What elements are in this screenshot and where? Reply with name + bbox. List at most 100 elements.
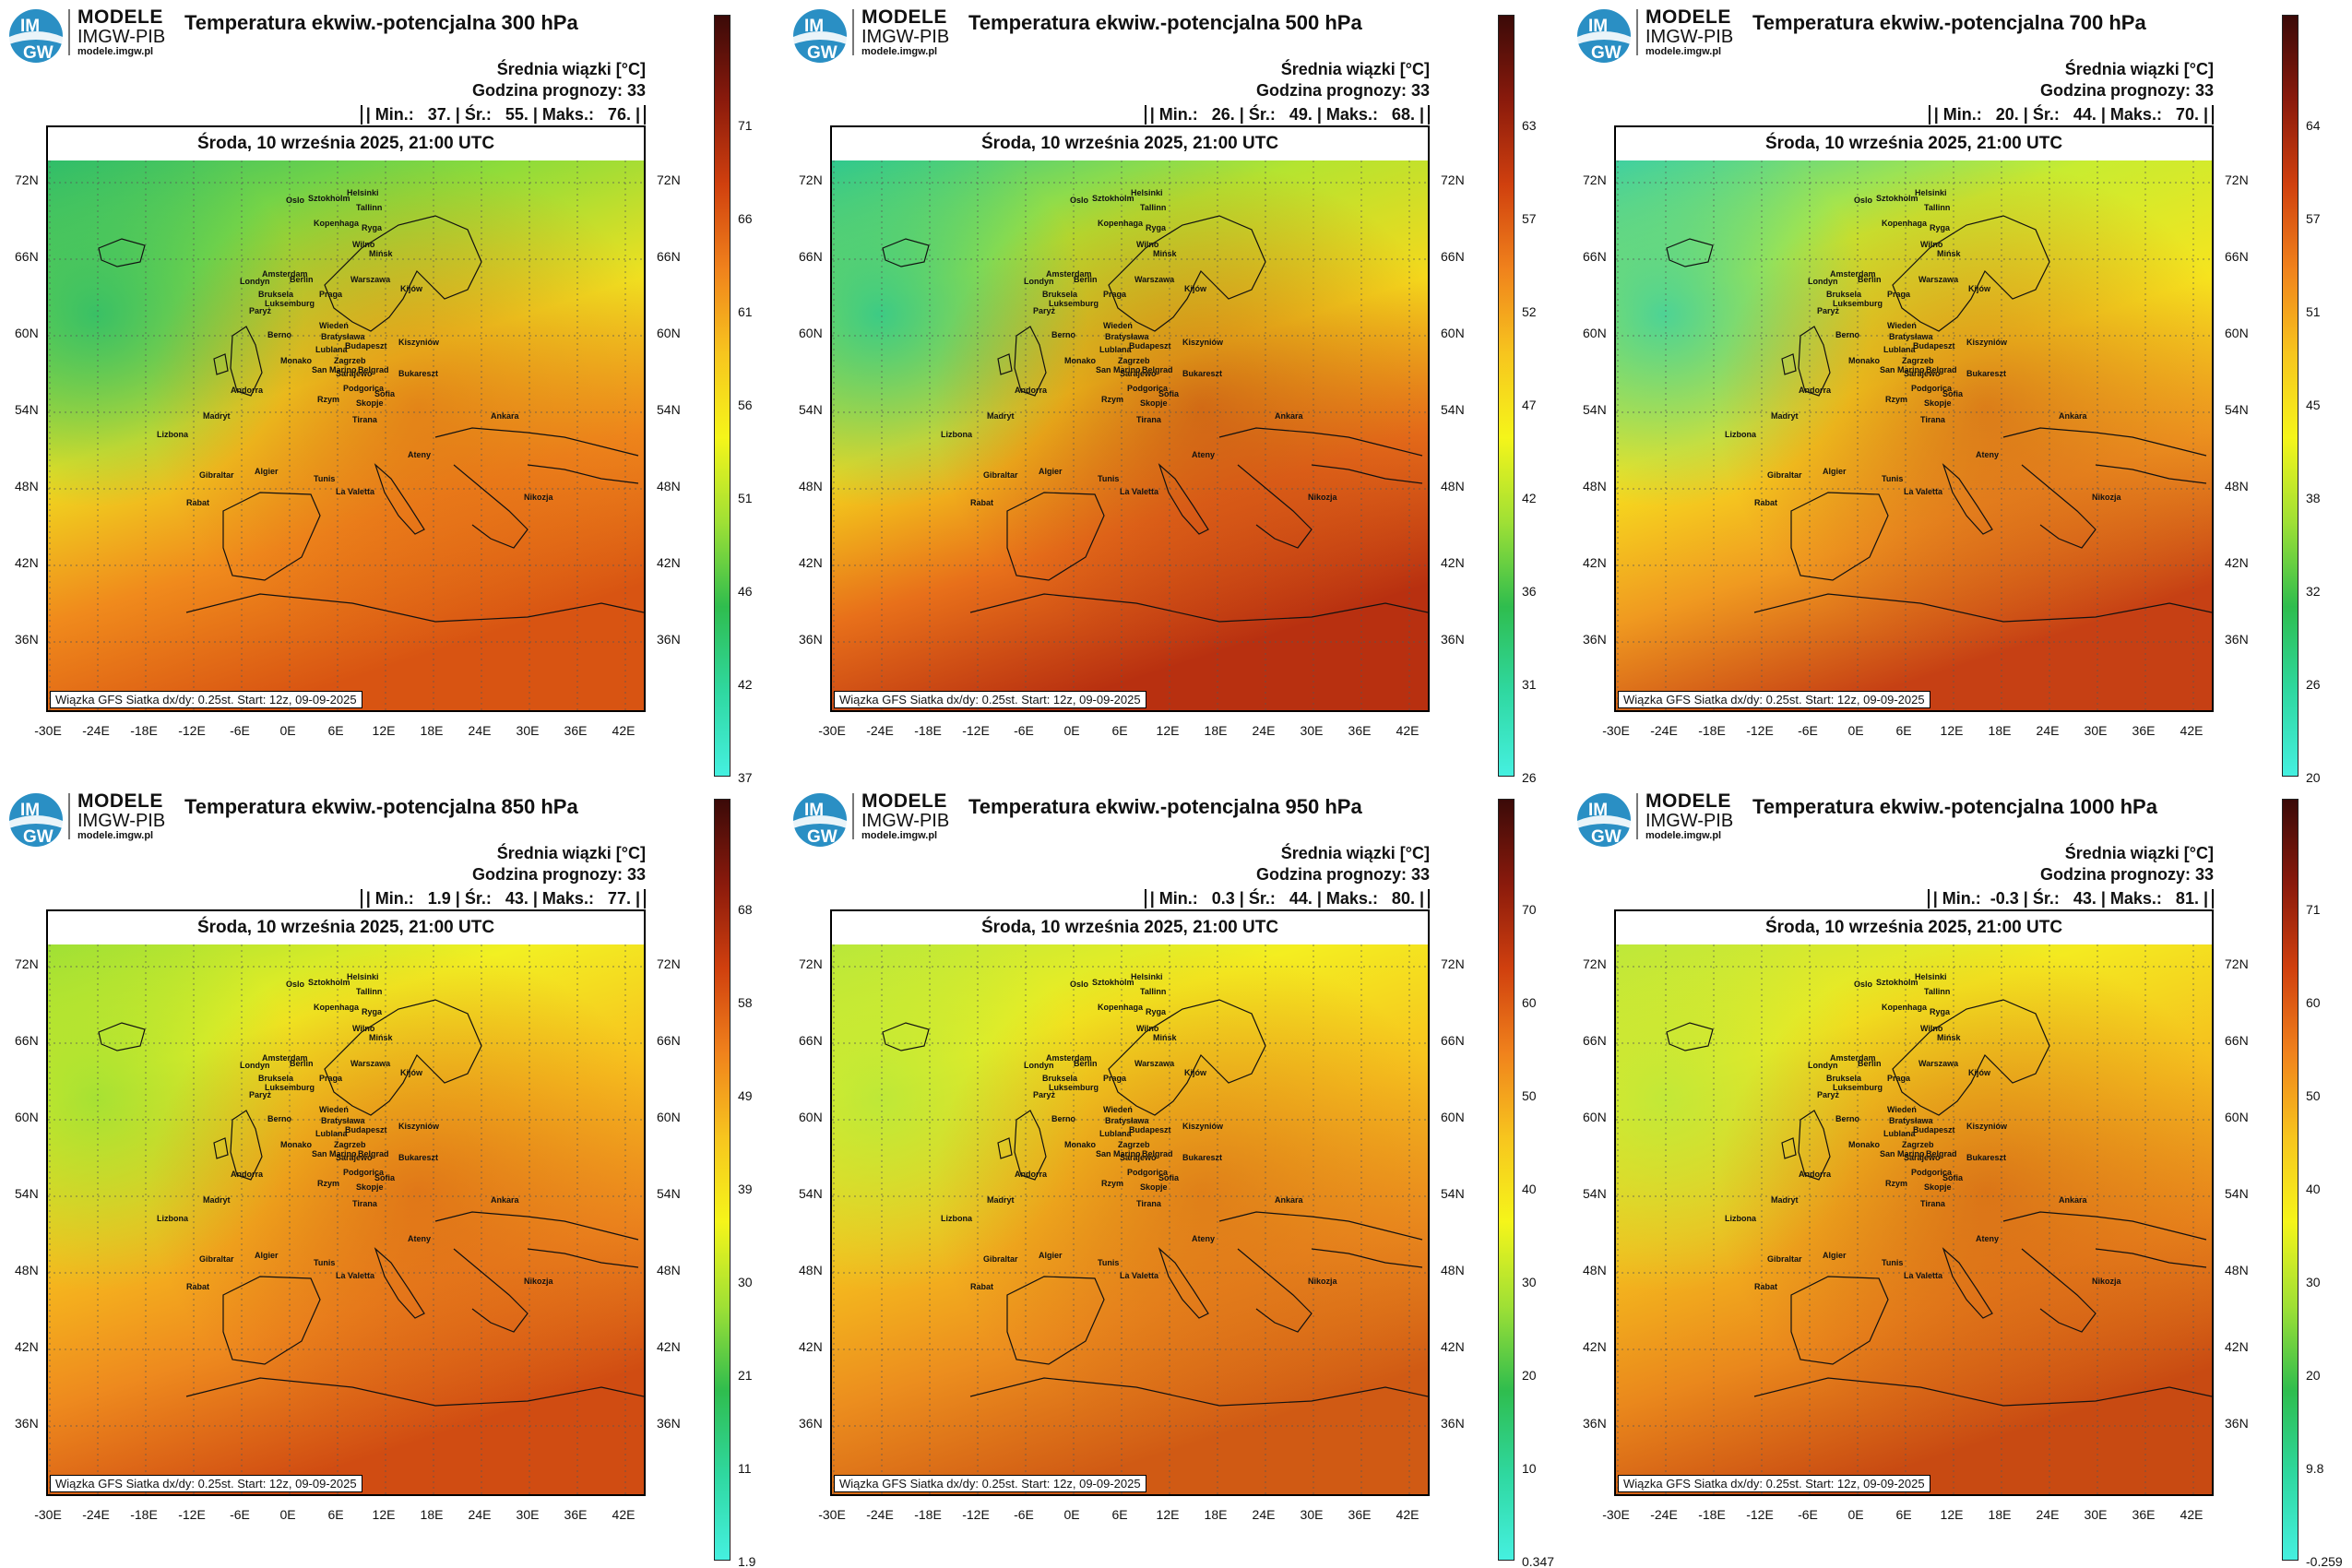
latitude-label: 48N <box>1441 479 1465 493</box>
city-label: Belgrad <box>1142 1149 1173 1158</box>
city-label: Mińsk <box>1153 249 1177 258</box>
colorbar-tick: 60 <box>2306 995 2321 1010</box>
longitude-label: 36E <box>1348 1507 1372 1522</box>
latitude-label: 60N <box>1583 326 1607 340</box>
city-label: Monako <box>1848 1140 1881 1149</box>
longitude-label: -24E <box>866 1507 894 1522</box>
colorbar-tick: 56 <box>738 398 753 412</box>
panel-title: Temperatura ekwiw.-potencjalna 1000 hPa <box>1752 795 2157 818</box>
coastline <box>1006 1276 1105 1365</box>
city-label: Luksemburg <box>265 1083 315 1092</box>
city-label: Kopenhaga <box>1098 219 1144 228</box>
field-warm-core <box>832 160 1428 710</box>
longitude-label: 42E <box>1396 723 1420 738</box>
city-label: Rzym <box>1101 1179 1124 1188</box>
longitude-label: 24E <box>1252 723 1276 738</box>
colorbar <box>1498 15 1515 777</box>
coastline <box>1108 999 1266 1116</box>
city-label: Praga <box>1103 1074 1127 1083</box>
colorbar-tick: 32 <box>2306 584 2321 599</box>
latitude-label: 60N <box>799 1110 823 1124</box>
latitude-label: 48N <box>657 479 681 493</box>
coastline <box>1892 215 2050 332</box>
city-label: Tirana <box>352 415 377 424</box>
city-label: Kiszyniów <box>1966 1122 2008 1131</box>
map-frame: Środa, 10 września 2025, 21:00 UTC Oslo Sz… <box>1614 909 2214 1496</box>
latitude-label: 36N <box>1441 1416 1465 1431</box>
latitude-label: 60N <box>1583 1110 1607 1124</box>
city-label: Sofia <box>1158 1173 1180 1182</box>
colorbar-tick: 10 <box>1522 1461 1537 1476</box>
city-label: Ateny <box>1192 450 1216 459</box>
map-panel: IM GW MODELE IMGW-PIB modele.imgw.pl Temperat… <box>1568 0 2352 784</box>
city-label: Lublana <box>315 1129 348 1138</box>
latitude-label: 72N <box>657 956 681 971</box>
city-label: Belgrad <box>1926 365 1957 374</box>
city-label: Amsterdam <box>1046 1053 1092 1063</box>
city-label: Oslo <box>286 196 305 205</box>
city-label: Bruksela <box>1826 290 1862 299</box>
latitude-label: 66N <box>15 249 39 264</box>
longitude-label: -24E <box>1650 723 1678 738</box>
city-label: Madryt <box>203 1195 231 1205</box>
coastline <box>882 238 930 267</box>
brand-institute: IMGW-PIB <box>77 811 166 832</box>
brand-block: MODELE IMGW-PIB modele.imgw.pl <box>861 6 949 58</box>
model-footer: Wiązka GFS Siatka dx/dy: 0.25st. Start: … <box>50 691 362 708</box>
colorbar-tick: 42 <box>1522 491 1537 505</box>
city-label: Helsinki <box>1915 188 1947 197</box>
city-label: Ankara <box>2059 411 2087 421</box>
city-label: Rabat <box>186 1282 210 1291</box>
longitude-label: -18E <box>130 723 158 738</box>
colorbar <box>2282 15 2299 777</box>
city-label: Ankara <box>491 411 519 421</box>
forecast-hour: Godzina prognozy: 33 <box>2039 81 2214 101</box>
latitude-label: 42N <box>15 555 39 570</box>
city-label: Berlin <box>1074 1059 1098 1068</box>
longitude-label: -6E <box>1014 723 1034 738</box>
city-label: Algier <box>1823 1251 1847 1260</box>
imgw-logo-icon: IM GW <box>1577 9 1631 63</box>
coastline <box>997 1137 1013 1159</box>
colorbar-tick: 26 <box>1522 770 1537 784</box>
city-label: Paryż <box>1817 306 1840 315</box>
colorbar-tick: 20 <box>2306 1368 2321 1383</box>
city-label: Lublana <box>1883 345 1916 354</box>
longitude-label: 18E <box>420 1507 444 1522</box>
longitude-label: -18E <box>1698 723 1726 738</box>
city-label: Rabat <box>1754 1282 1778 1291</box>
longitude-label: 42E <box>1396 1507 1420 1522</box>
city-label: Algier <box>255 1251 279 1260</box>
city-label: Skopje <box>356 1182 384 1192</box>
imgw-logo-icon: IM GW <box>9 9 63 63</box>
panel-title: Temperatura ekwiw.-potencjalna 500 hPa <box>968 11 1362 34</box>
city-label: Kijów <box>1184 284 1206 293</box>
colorbar-tick: 0.347 <box>1522 1554 1555 1568</box>
longitude-label: -30E <box>818 723 846 738</box>
latitude-label: 66N <box>2225 1033 2249 1048</box>
city-label: Kijów <box>400 1068 422 1077</box>
city-label: Andorra <box>231 1170 264 1179</box>
colorbar-tick: 20 <box>1522 1368 1537 1383</box>
city-label: Podgorica <box>343 384 385 393</box>
longitude-label: -24E <box>1650 1507 1678 1522</box>
coastline <box>1218 427 1423 457</box>
city-label: Rzym <box>1101 395 1124 404</box>
city-label: Ateny <box>1976 450 2000 459</box>
city-label: Ryga <box>1930 223 1951 232</box>
city-label: Algier <box>1039 1251 1063 1260</box>
brand-institute: IMGW-PIB <box>77 27 166 48</box>
city-label: Madryt <box>1771 1195 1799 1205</box>
longitude-label: 18E <box>1988 1507 2012 1522</box>
coastline <box>98 238 146 267</box>
longitude-label: -18E <box>1698 1507 1726 1522</box>
city-label: Wilno <box>1136 1024 1159 1033</box>
city-label: Wiedeń <box>1887 321 1917 330</box>
brand-block: MODELE IMGW-PIB modele.imgw.pl <box>1645 790 1733 842</box>
imgw-logo-icon: IM GW <box>793 9 847 63</box>
map-panel: IM GW MODELE IMGW-PIB modele.imgw.pl Temperat… <box>1568 784 2352 1568</box>
longitude-label: 24E <box>1252 1507 1276 1522</box>
city-label: Zagrzeb <box>1118 1140 1150 1149</box>
city-label: Berno <box>1051 330 1076 339</box>
